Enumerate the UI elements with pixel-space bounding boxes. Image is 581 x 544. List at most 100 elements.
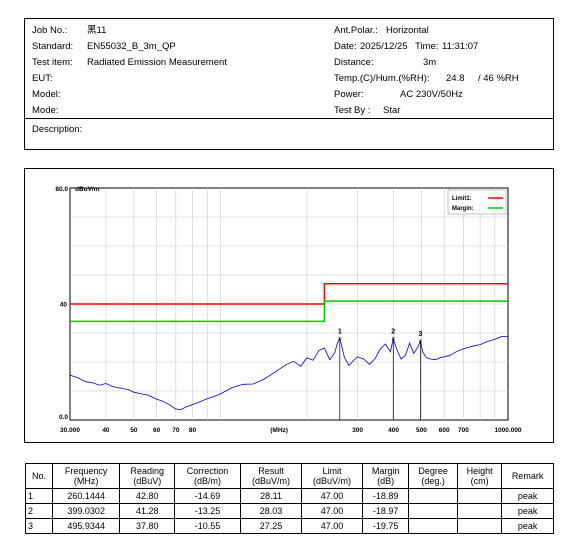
table-cell: -14.69 [174,488,242,504]
table-cell [408,503,459,519]
table-cell: 2 [25,503,53,519]
x-tick-label: 30.000 [60,427,80,434]
y-mid-label: 40 [60,302,68,309]
table-cell [457,488,503,504]
x-tick-label: 300 [352,427,363,434]
emission-trace [69,336,508,411]
emission-chart-frame: 80.0 dBuV/m 40 0.0 30.000 40 50 60 70 80 300 400 500… [24,168,554,443]
description-label: Description: [32,124,83,135]
table-header-cell: Result (dBuV/m) [240,463,303,489]
test-by-label: Test By : [334,105,371,116]
table-row: 3 495.9344 37.80 -10.55 27.25 47.00 -19.75 peak [25,518,554,534]
y-bottom-label: 0.0 [59,414,68,421]
time-label: Time: [415,41,439,52]
table-cell: 28.03 [240,503,303,519]
marker-label: 1 [338,328,342,335]
limit-line [70,282,508,305]
test-by-value: Star [383,105,401,116]
table-cell: -10.55 [174,518,242,534]
y-unit-label: dBuV/m [75,186,100,193]
table-cell: 28.11 [240,488,303,504]
distance-value: 3m [423,57,437,68]
table-cell: 27.25 [240,518,303,534]
marker-label: 3 [418,331,422,338]
table-header-cell: Remark [501,463,554,489]
model-label: Model: [32,89,61,100]
y-top-label: 80.0 [55,186,68,193]
table-cell: 47.00 [301,503,364,519]
table-cell: 260.1444 [51,488,121,504]
table-cell [408,488,459,504]
table-cell: 495.9344 [51,518,121,534]
marker-point: × [418,338,422,345]
ant-polar-label: Ant.Polar.: [334,25,378,36]
marker-label: 2 [391,329,395,336]
x-tick-label: 500 [416,427,427,434]
temp-value: 24.8 [446,73,465,84]
table-cell: peak [501,488,554,504]
table-header-cell: Frequency (MHz) [51,463,121,489]
table-header-cell: Correction (dB/m) [174,463,242,489]
time-value: 11:31:07 [442,41,479,52]
x-tick-label: 400 [388,427,399,434]
x-tick-label: 50 [130,427,138,434]
table-cell: 41.28 [119,503,176,519]
legend-label: Limit1: [452,196,472,202]
mode-label: Mode: [32,105,59,116]
table-cell: -19.75 [362,518,410,534]
table-header-cell: No. [25,463,53,489]
test-item-value: Radiated Emission Measurement [87,57,227,68]
table-cell: 399.0302 [51,503,121,519]
header-divider [25,118,553,119]
standard-label: Standard: [32,41,74,52]
table-header-cell: Reading (dBuV) [119,463,176,489]
emission-chart: 80.0 dBuV/m 40 0.0 30.000 40 50 60 70 80 300 400 500… [55,186,522,434]
table-cell: 42.80 [119,488,176,504]
marker-point: × [338,336,342,343]
table-cell: peak [501,518,554,534]
temp-hum-label: Temp.(C)/Hum.(%RH): [334,73,430,84]
results-table: No. Frequency (MHz) Reading (dBuV) Correction… [25,463,554,534]
ant-polar-value: Horizontal [386,25,429,36]
job-no-label: Job No.: [32,25,68,36]
table-header-cell: Margin (dB) [362,463,410,489]
table-cell: 1 [25,488,53,504]
x-tick-label: 700 [458,427,469,434]
power-value: AC 230V/50Hz [400,89,463,100]
hum-value: / 46 %RH [478,73,519,84]
table-cell: peak [501,503,554,519]
table-cell: -18.89 [362,488,410,504]
table-cell: 37.80 [119,518,176,534]
legend-box [447,189,507,215]
x-unit-label: (MHz) [270,427,288,434]
table-header-cell: Degree (deg.) [408,463,459,489]
table-header-cell: Limit (dBuV/m) [301,463,364,489]
test-item-label: Test item: [32,57,73,68]
table-row: 1 260.1444 42.80 -14.69 28.11 47.00 -18.89 peak [25,488,554,504]
x-tick-label: 40 [102,427,110,434]
table-cell: 47.00 [301,518,364,534]
table-row: 2 399.0302 41.28 -13.25 28.03 47.00 -18.97 peak [25,503,554,519]
table-header-cell: Height (cm) [457,463,503,489]
x-tick-label: 1000.000 [494,427,521,434]
table-cell [457,518,503,534]
table-header-row: No. Frequency (MHz) Reading (dBuV) Correction… [25,463,554,489]
x-tick-label: 600 [439,427,450,434]
date-value: 2025/12/25 [360,41,408,52]
eut-label: EUT: [32,73,53,84]
table-cell [408,518,459,534]
table-cell: 3 [25,518,53,534]
power-label: Power: [334,89,364,100]
marker-point: × [391,336,395,343]
job-no-value: 黑11 [87,25,107,36]
table-cell [457,503,503,519]
legend-label: Margin: [452,206,474,212]
x-tick-label: 60 [153,427,161,434]
x-tick-label: 70 [172,427,180,434]
table-cell: -13.25 [174,503,242,519]
date-label: Date: [334,41,357,52]
table-cell: -18.97 [362,503,410,519]
margin-line [70,300,508,323]
table-body: 1 260.1444 42.80 -14.69 28.11 47.00 -18.89 peak… [25,488,554,534]
standard-value: EN55032_B_3m_QP [87,41,176,52]
